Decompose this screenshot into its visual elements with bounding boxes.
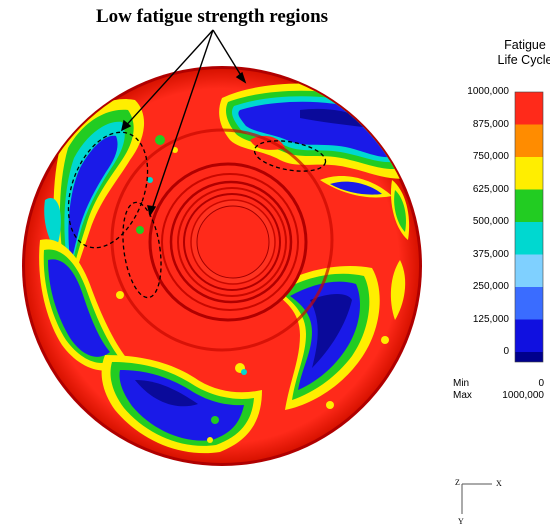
low-strength-markers	[67, 131, 327, 299]
legend-title-line2: Life Cycle	[497, 53, 550, 67]
disc-contour	[22, 29, 422, 466]
max-value: 1000,000	[502, 390, 544, 401]
legend-level-label-6: 250,000	[472, 281, 509, 292]
arrow-head-3	[235, 71, 247, 84]
legend-swatch-2	[515, 157, 543, 190]
legend-swatch-5	[515, 254, 543, 287]
marker-left	[67, 131, 149, 249]
axis-triad	[461, 483, 492, 514]
legend-swatch-4	[515, 222, 543, 255]
legend-swatch-0	[515, 92, 543, 125]
arrow-line-3	[212, 29, 246, 83]
legend-level-label-1: 875,000	[472, 118, 509, 130]
legend-swatch-8	[515, 352, 543, 362]
arrow-line-1	[121, 29, 214, 131]
region-left	[39, 239, 128, 371]
region-right	[390, 180, 410, 320]
arrow-head-2	[147, 205, 157, 217]
region-top-left	[44, 99, 145, 301]
marker-center-left	[122, 201, 162, 299]
legend-level-label-0: 1000,000	[467, 86, 509, 97]
min-label: Min	[453, 378, 470, 389]
arrow-head-1	[120, 119, 132, 132]
marker-top-right	[253, 140, 327, 172]
min-value: 0	[538, 378, 544, 389]
y-axis-label: Y	[458, 517, 464, 526]
legend-swatch-3	[515, 189, 543, 222]
max-label: Max	[453, 390, 472, 401]
legend-colorbar	[514, 91, 544, 363]
annotation-title: Low fatigue strength regions	[96, 6, 329, 27]
legend-level-label-7: 125,000	[472, 313, 509, 325]
legend-title-line1: Fatigue	[504, 38, 546, 52]
legend-level-label-4: 500,000	[472, 216, 509, 227]
arrow-line-2	[149, 29, 214, 216]
legend-level-label-2: 750,000	[472, 151, 509, 162]
z-axis-label: Z	[455, 478, 460, 487]
legend-level-label-5: 375,000	[472, 248, 509, 260]
legend-swatch-1	[515, 124, 543, 157]
leader-arrows	[120, 29, 247, 217]
legend-swatch-6	[515, 287, 543, 320]
x-axis-label: X	[496, 479, 502, 488]
legend-swatch-7	[515, 319, 543, 352]
legend-level-label-3: 625,000	[472, 183, 509, 195]
hub-rings	[110, 128, 334, 352]
legend-level-label-8: 0	[503, 346, 509, 357]
legend-outline	[514, 91, 544, 363]
